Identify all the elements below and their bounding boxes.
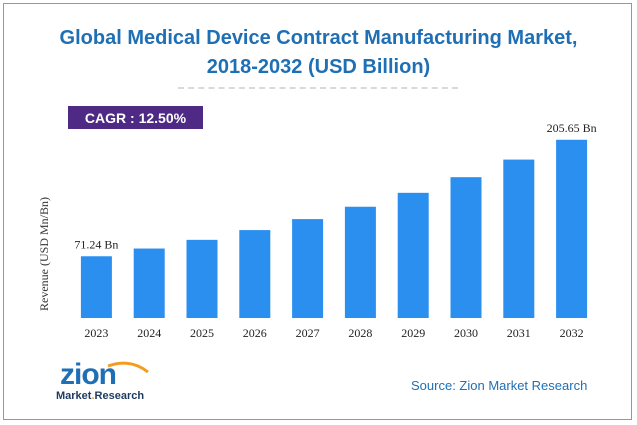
bar-2027 [292, 219, 324, 318]
x-tick-label-2032: 2032 [560, 326, 584, 340]
y-axis-label: Revenue (USD Mn/Bn) [37, 197, 51, 311]
chart-title-line1: Global Medical Device Contract Manufactu… [59, 27, 578, 49]
logo-wordmark: zion [60, 358, 117, 391]
title-divider [178, 87, 458, 89]
bar-2032 [556, 139, 588, 318]
chart-title-line2: 2018-2032 (USD Billion) [206, 56, 431, 78]
x-tick-label-2027: 2027 [296, 326, 320, 340]
x-tick-label-2023: 2023 [84, 326, 108, 340]
x-tick-label-2029: 2029 [401, 326, 425, 340]
x-tick-label-2026: 2026 [243, 326, 267, 340]
bar-2023 [80, 256, 112, 318]
bar-2029 [397, 192, 429, 318]
logo-sub-right: Research [94, 390, 145, 402]
x-tick-label-2025: 2025 [190, 326, 214, 340]
bar-2030 [450, 177, 482, 318]
bar-2028 [344, 206, 376, 318]
x-tick-label-2030: 2030 [454, 326, 478, 340]
logo-sub-left: Market [56, 390, 92, 402]
x-tick-label-2031: 2031 [507, 326, 531, 340]
bar-2026 [239, 230, 271, 318]
logo-subtext: Market.Research [56, 390, 144, 402]
bar-2031 [503, 159, 535, 318]
source-note: Source: Zion Market Research [411, 378, 588, 393]
zion-logo: zion Market.Research [48, 360, 158, 408]
data-label-2032: 205.65 Bn [547, 121, 597, 135]
x-tick-label-2024: 2024 [137, 326, 161, 340]
x-tick-label-2028: 2028 [348, 326, 372, 340]
cagr-badge: CAGR : 12.50% [68, 106, 203, 129]
bar-2024 [133, 248, 165, 318]
bar-2025 [186, 239, 218, 318]
data-label-2023: 71.24 Bn [74, 237, 118, 251]
logo-arc-icon [107, 361, 149, 374]
logo-dot: . [91, 390, 95, 402]
